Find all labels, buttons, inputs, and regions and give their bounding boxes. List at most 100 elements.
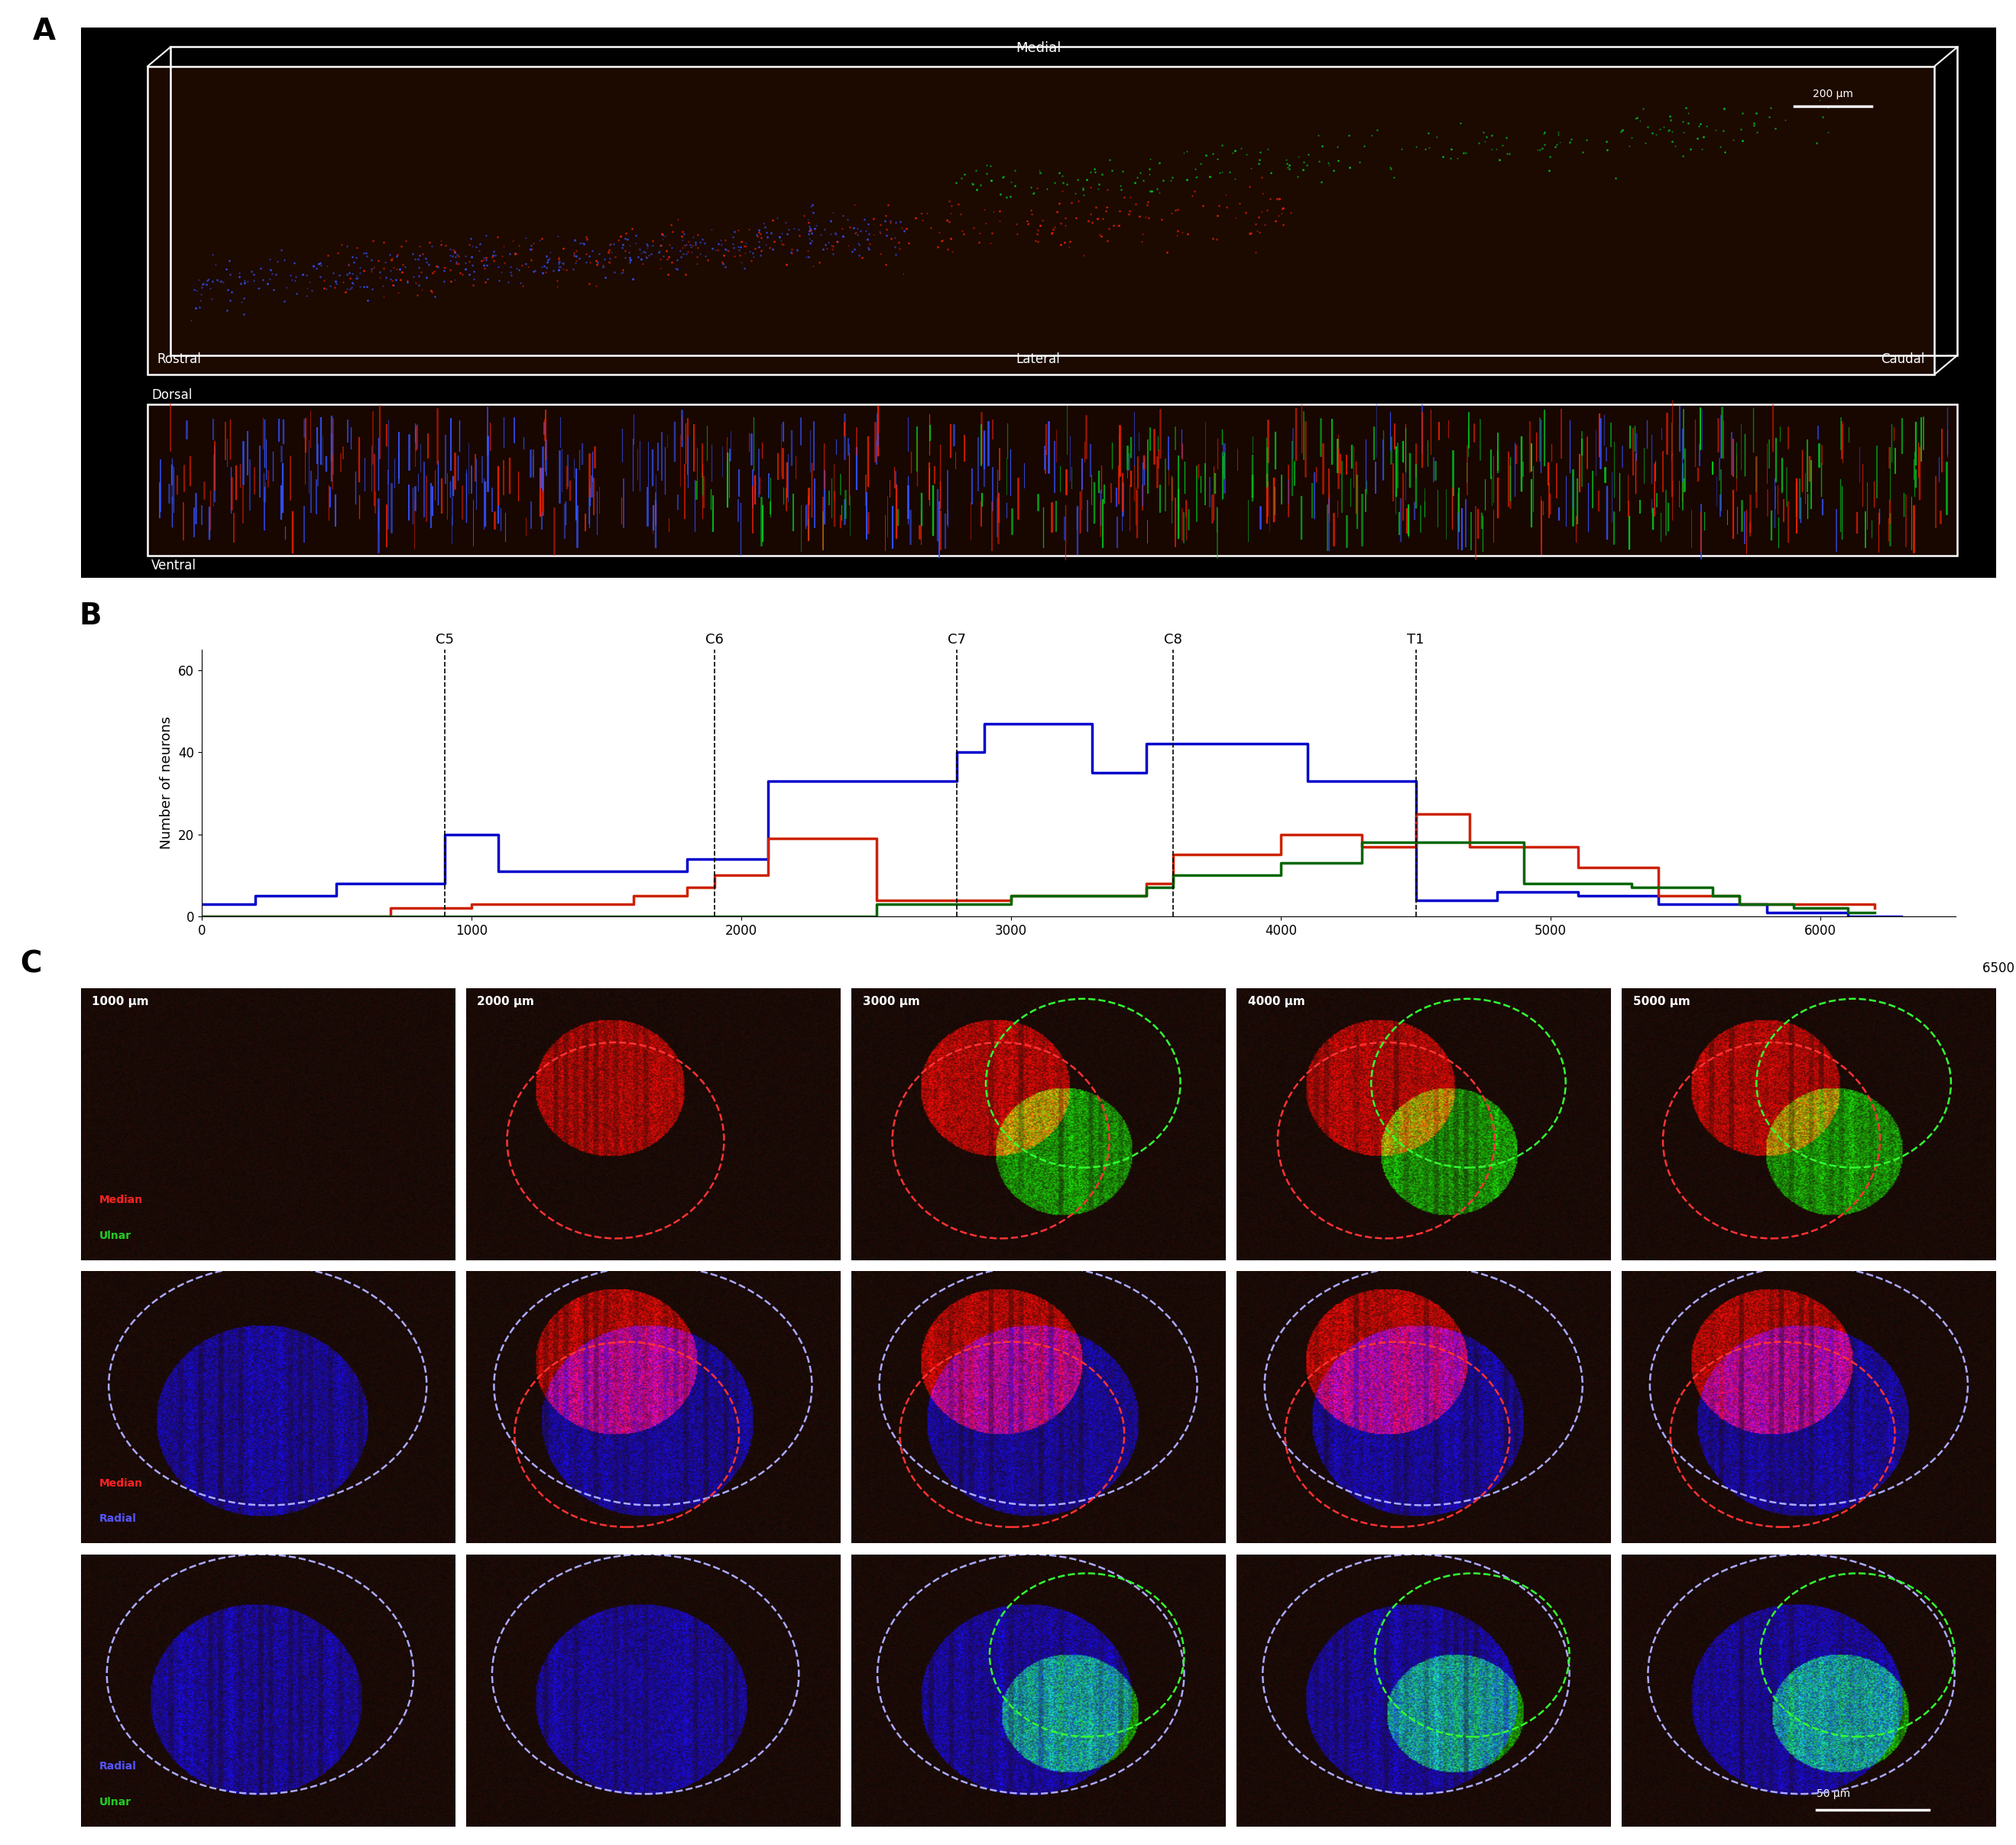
Point (782, 234, 814, 264)
Point (599, 242, 631, 271)
Text: T1: T1 (1407, 633, 1425, 648)
Point (540, 266, 573, 295)
Point (1066, 175, 1099, 205)
Point (661, 245, 694, 275)
Point (351, 271, 383, 301)
Point (308, 273, 341, 303)
Point (710, 251, 742, 280)
Point (589, 244, 621, 273)
Point (796, 197, 829, 227)
Point (571, 223, 603, 253)
Point (1093, 214, 1125, 244)
Point (349, 238, 381, 268)
Point (310, 273, 343, 303)
Point (542, 244, 575, 273)
Point (510, 223, 542, 253)
Point (1044, 229, 1077, 258)
Text: 5000 μm: 5000 μm (1633, 996, 1689, 1007)
Point (798, 214, 831, 244)
Point (192, 266, 224, 295)
Point (1312, 149, 1345, 179)
Point (1623, 105, 1655, 135)
Point (1143, 177, 1175, 207)
Point (564, 229, 597, 258)
Point (976, 166, 1008, 196)
Point (254, 264, 286, 293)
Point (706, 231, 738, 260)
Point (534, 244, 566, 273)
Point (1230, 140, 1262, 170)
Point (1653, 114, 1685, 144)
Point (1272, 153, 1304, 183)
Point (853, 208, 885, 238)
Point (317, 258, 349, 288)
Point (883, 234, 915, 264)
Point (1131, 190, 1163, 220)
Point (722, 232, 754, 262)
Point (603, 225, 635, 255)
Point (597, 229, 629, 258)
Point (1200, 225, 1232, 255)
Point (1361, 114, 1393, 144)
Point (405, 258, 437, 288)
Point (581, 249, 613, 279)
Point (1464, 127, 1496, 157)
Point (1179, 155, 1212, 184)
Point (1708, 137, 1740, 166)
Point (383, 255, 415, 284)
Point (1179, 162, 1212, 192)
Point (456, 242, 488, 271)
Point (1198, 223, 1230, 253)
Point (968, 194, 1000, 223)
Point (1016, 199, 1048, 229)
Point (442, 249, 474, 279)
Point (425, 229, 458, 258)
Point (244, 273, 276, 303)
Point (974, 151, 1006, 181)
Point (766, 229, 798, 258)
Point (712, 236, 744, 266)
Point (683, 227, 716, 256)
Point (756, 234, 788, 264)
Point (280, 262, 312, 292)
Point (454, 231, 486, 260)
Point (768, 229, 800, 258)
Point (325, 229, 357, 258)
Point (1726, 98, 1758, 127)
Point (542, 221, 575, 251)
Point (442, 242, 474, 271)
Point (411, 247, 444, 277)
Point (314, 271, 347, 301)
Point (1450, 138, 1482, 168)
Point (1724, 114, 1756, 144)
Point (631, 231, 663, 260)
Point (964, 218, 996, 247)
Point (843, 229, 875, 258)
Point (617, 264, 649, 293)
Point (367, 253, 399, 282)
Point (177, 275, 210, 304)
Point (224, 269, 256, 299)
Point (484, 266, 516, 295)
Point (746, 236, 778, 266)
Point (478, 245, 510, 275)
Point (454, 260, 486, 290)
Point (1655, 125, 1687, 155)
Point (782, 214, 814, 244)
Point (956, 170, 988, 199)
Point (1141, 173, 1173, 203)
Point (546, 234, 579, 264)
Point (212, 295, 244, 325)
Point (792, 220, 825, 249)
Point (875, 207, 907, 236)
Point (1224, 188, 1256, 218)
Point (1480, 135, 1512, 164)
Point (665, 225, 698, 255)
Point (871, 214, 903, 244)
Point (960, 175, 992, 205)
Point (681, 242, 714, 271)
Point (708, 249, 740, 279)
Point (333, 251, 365, 280)
Point (413, 249, 446, 279)
Point (931, 234, 964, 264)
